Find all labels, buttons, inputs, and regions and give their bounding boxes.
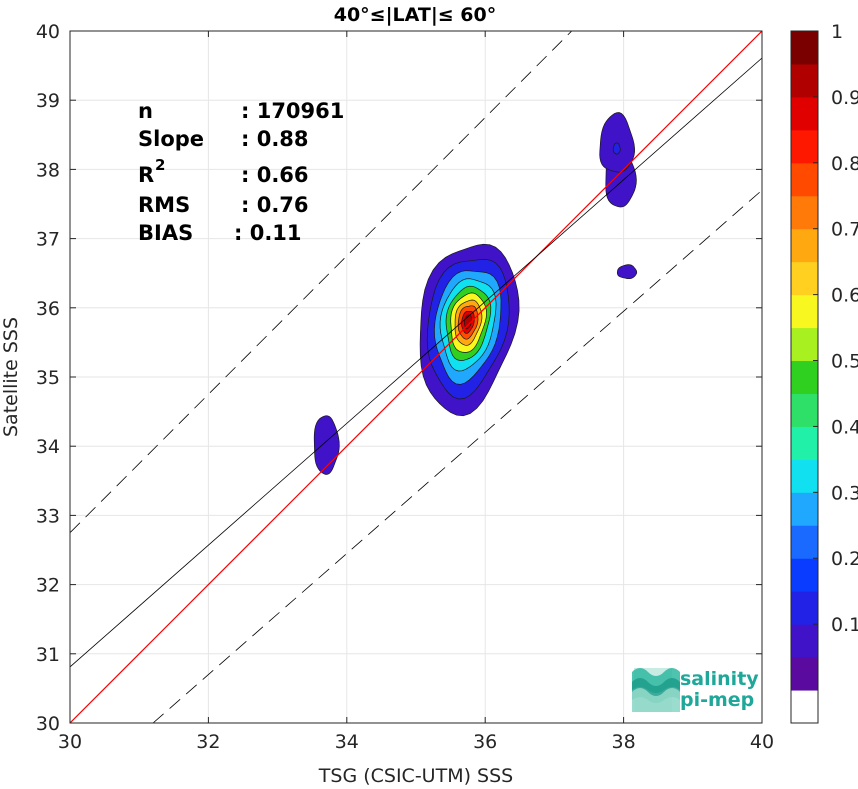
colorbar-segment bbox=[791, 690, 818, 724]
colorbar-segment bbox=[791, 558, 818, 592]
x-tick-label: 36 bbox=[473, 731, 497, 753]
colorbar-segment bbox=[791, 492, 818, 526]
chart-title: 40°≤|LAT|≤ 60° bbox=[334, 4, 497, 26]
x-tick-label: 38 bbox=[612, 731, 636, 753]
colorbar-segment bbox=[791, 459, 818, 493]
y-axis-label: Satellite SSS bbox=[0, 317, 22, 437]
stat-label: R bbox=[138, 163, 154, 187]
fit-line bbox=[70, 57, 762, 668]
x-tick-label: 34 bbox=[335, 731, 359, 753]
colorbar-tick-label: 0.6 bbox=[831, 285, 858, 307]
density-contours bbox=[313, 112, 638, 475]
y-tick-label: 31 bbox=[36, 644, 60, 666]
density-contour-level bbox=[612, 142, 621, 155]
identity-line bbox=[70, 31, 762, 723]
colorbar-tick-label: 0.4 bbox=[831, 416, 858, 438]
stat-label-superscript: 2 bbox=[155, 156, 165, 174]
stat-value: : 0.76 bbox=[241, 193, 309, 217]
y-tick-label: 33 bbox=[36, 505, 60, 527]
colorbar-tick-label: 0.9 bbox=[831, 87, 858, 109]
colorbar-frame bbox=[790, 30, 819, 724]
colorbar-segment bbox=[791, 129, 818, 164]
reference-lines bbox=[70, 31, 762, 723]
y-tick-label: 35 bbox=[36, 367, 60, 389]
x-axis-label: TSG (CSIC-UTM) SSS bbox=[318, 765, 513, 787]
colorbar-tick-label: 1 bbox=[831, 21, 843, 43]
density-contour-level bbox=[616, 264, 638, 280]
x-tick-label: 32 bbox=[196, 731, 220, 753]
colorbar-tick-label: 0.7 bbox=[831, 219, 858, 241]
x-ticks: 30 32 34 36 38 40 bbox=[58, 31, 774, 753]
colorbar-segment bbox=[791, 261, 818, 296]
y-tick-label: 37 bbox=[36, 229, 60, 251]
x-tick-label: 30 bbox=[58, 731, 82, 753]
y-ticks: 30 31 32 33 34 35 36 37 38 39 40 bbox=[36, 21, 762, 735]
logo-waves-icon bbox=[632, 668, 680, 712]
colorbar-segment bbox=[791, 63, 818, 98]
y-tick-label: 39 bbox=[36, 90, 60, 112]
stat-label: n bbox=[138, 99, 153, 123]
stats-block: n : 170961 Slope : 0.88 R 2 : 0.66 RMS : 0.76 BIA… bbox=[138, 99, 344, 245]
stat-label: BIAS bbox=[138, 221, 193, 245]
colorbar-segment bbox=[791, 294, 818, 329]
colorbar-segment bbox=[791, 591, 818, 625]
colorbar-segment bbox=[791, 624, 818, 658]
stat-value: : 0.88 bbox=[241, 127, 309, 151]
lower-bound-line bbox=[152, 189, 762, 723]
stat-value: : 0.66 bbox=[241, 163, 309, 187]
stat-label: RMS bbox=[138, 193, 190, 217]
colorbar: 0.1 0.2 0.3 0.4 0.5 0.6 0.7 0.8 0.9 1 bbox=[790, 21, 858, 724]
salinity-pi-mep-logo: salinity pi-mep bbox=[632, 668, 759, 712]
upper-bound-line bbox=[70, 31, 573, 533]
colorbar-segment bbox=[791, 393, 818, 427]
colorbar-segment bbox=[791, 525, 818, 559]
y-tick-label: 34 bbox=[36, 436, 60, 458]
logo-line1: salinity bbox=[680, 668, 759, 690]
y-tick-label: 30 bbox=[36, 713, 60, 735]
colorbar-segment bbox=[791, 426, 818, 460]
y-tick-label: 38 bbox=[36, 159, 60, 181]
stat-label: Slope bbox=[138, 127, 204, 151]
plot-area: 30 32 34 36 38 40 30 31 32 33 34 35 36 37 38 39 40 bbox=[36, 21, 774, 753]
x-tick-label: 40 bbox=[750, 731, 774, 753]
grid bbox=[69, 30, 763, 724]
y-tick-label: 40 bbox=[36, 21, 60, 43]
logo-line2: pi-mep bbox=[680, 689, 754, 711]
colorbar-segment bbox=[791, 162, 818, 197]
y-tick-label: 36 bbox=[36, 298, 60, 320]
stat-value: : 0.11 bbox=[234, 221, 302, 245]
colorbar-segment bbox=[791, 327, 818, 362]
colorbar-segment bbox=[791, 31, 818, 65]
colorbar-segment bbox=[791, 96, 818, 131]
colorbar-segment bbox=[791, 195, 818, 230]
density-contour-level bbox=[599, 112, 635, 173]
colorbar-tick-label: 0.1 bbox=[831, 614, 858, 636]
colorbar-segment bbox=[791, 657, 818, 691]
colorbar-segment bbox=[791, 360, 818, 394]
y-tick-label: 32 bbox=[36, 575, 60, 597]
colorbar-tick-label: 0.8 bbox=[831, 153, 858, 175]
colorbar-tick-label: 0.2 bbox=[831, 548, 858, 570]
colorbar-segment bbox=[791, 228, 818, 263]
stat-value: : 170961 bbox=[241, 99, 344, 123]
colorbar-tick-label: 0.3 bbox=[831, 482, 858, 504]
colorbar-tick-label: 0.5 bbox=[831, 351, 858, 373]
